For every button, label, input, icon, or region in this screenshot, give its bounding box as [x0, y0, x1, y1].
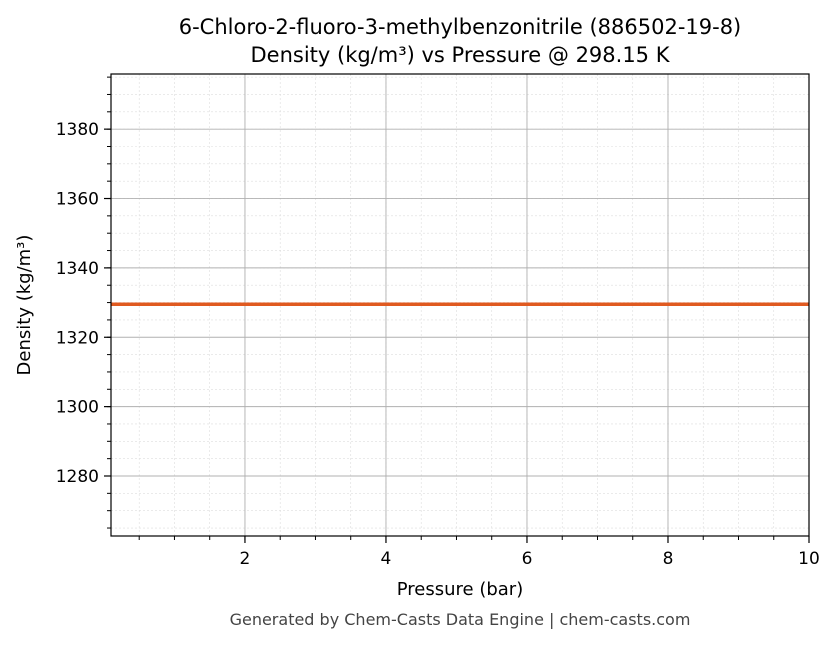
y-tick-label: 1280: [56, 467, 99, 487]
y-tick-label: 1360: [56, 190, 99, 210]
y-tick-label: 1300: [56, 398, 99, 418]
chart-subtitle: Density (kg/m³) vs Pressure @ 298.15 K: [250, 43, 670, 67]
x-tick-label: 10: [798, 549, 820, 569]
x-tick-label: 2: [240, 549, 251, 569]
x-axis-label: Pressure (bar): [397, 579, 523, 600]
x-tick-label: 4: [381, 549, 392, 569]
x-tick-label: 6: [522, 549, 533, 569]
plot-frame: [110, 73, 810, 537]
y-tick-label: 1380: [56, 120, 99, 140]
chart-title: 6-Chloro-2-fluoro-3-methylbenzonitrile (…: [179, 15, 742, 39]
grid: [111, 74, 810, 536]
y-tick-label: 1320: [56, 328, 99, 348]
y-tick-label: 1340: [56, 259, 99, 279]
x-tick-label: 8: [663, 549, 674, 569]
y-axis-label: Density (kg/m³): [14, 235, 35, 376]
ticks: 2 4 6 8 10 1280 1300 1320 1340 1360 1380: [56, 76, 820, 569]
footer: Generated by Chem-Casts Data Engine | ch…: [230, 610, 691, 629]
